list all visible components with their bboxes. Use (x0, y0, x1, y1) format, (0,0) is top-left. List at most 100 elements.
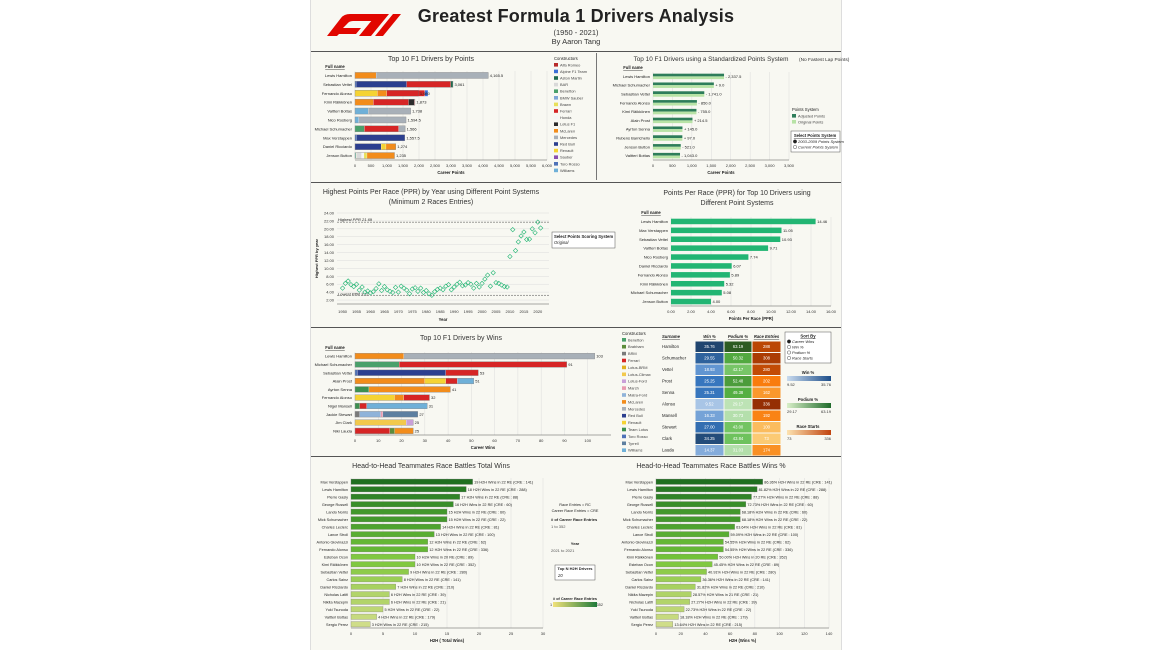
legend-label: Renault (560, 148, 574, 153)
f1-logo (327, 14, 401, 36)
bar-outline (354, 98, 416, 106)
table-cell: 9.52 (705, 402, 714, 407)
bar-segment (399, 361, 567, 368)
bar (671, 289, 722, 296)
table-cell: 16.33 (704, 413, 715, 418)
data-point (471, 285, 477, 291)
category-label: Kimi Räikkönen (324, 100, 352, 105)
category-label: George Russell (322, 503, 348, 507)
data-point (498, 282, 505, 288)
table-cell-bg (724, 410, 752, 421)
radio-button (793, 139, 797, 144)
x-tick-label: 1980 (422, 309, 432, 314)
bar (350, 606, 384, 613)
table-cell: Mansell (662, 413, 677, 418)
data-label: + 145.0 (684, 127, 698, 132)
bar-segment (382, 411, 418, 418)
table-cell: 34.25 (704, 436, 715, 441)
table-cell-bg (695, 422, 724, 433)
table-cell: 50.32 (733, 356, 744, 361)
data-point (485, 272, 491, 278)
legend-max: 352 (597, 603, 603, 607)
data-label: 1,566 (407, 126, 418, 131)
category-label: Jenson Button (624, 144, 650, 149)
table-cell-bg (752, 353, 781, 364)
bar-segment (363, 152, 368, 159)
legend-label: BRM (628, 351, 637, 356)
bar-outline (354, 411, 418, 418)
bar (653, 108, 697, 112)
bar-segment (354, 116, 359, 124)
bar (655, 516, 741, 523)
legend-label: Mercedes (628, 406, 645, 411)
sort-box (784, 331, 832, 364)
bar (653, 155, 681, 159)
separator (311, 456, 841, 457)
data-label: - 521.0 (682, 144, 695, 149)
bar-segment (354, 394, 395, 401)
x-tick-label: 1985 (436, 309, 446, 314)
data-label: 54.55% H2H Wins in 22 RE (CRE : 336) (725, 548, 793, 552)
h2h-total-chart: Head-to-Head Teammates Race Battles Tota… (317, 463, 546, 643)
data-label: 9.71 (770, 246, 779, 251)
h2h-pct-chart: Head-to-Head Teammates Race Battles Wins… (622, 463, 834, 643)
x-tick-label: 500 (368, 163, 375, 168)
data-point (373, 285, 379, 292)
data-point (376, 281, 382, 287)
data-point (440, 287, 446, 293)
legend-swatch (554, 82, 558, 87)
bar-segment (450, 81, 454, 88)
data-label: 5 H2H Wins in 22 RE (CRE : 22) (385, 608, 441, 612)
legend-label: Red Bull (560, 142, 575, 147)
bar (653, 73, 725, 77)
x-tick-label: 3,000 (765, 163, 776, 168)
x-tick-label: 3,500 (784, 163, 795, 168)
category-label: Lando Norris (326, 510, 348, 514)
data-point (387, 288, 393, 294)
chart-title: Head-to-Head Teammates Race Battles Wins… (636, 463, 785, 470)
category-label: Lewis Hamilton (623, 74, 650, 79)
ppr-top10-chart: Points Per Race (PPR) for Top 10 Drivers… (631, 190, 837, 321)
bar (350, 583, 396, 590)
legend-label: Williams (628, 448, 643, 453)
legend-label: Original Points (798, 119, 823, 124)
x-tick-label: 80 (539, 438, 544, 443)
bar-outline (354, 369, 479, 376)
legend-swatch (554, 122, 558, 126)
x-tick-label: 1995 (464, 309, 474, 314)
topn-title: Top N H2H Drivers (557, 566, 593, 571)
y-axis-title: Highest PPR by year (314, 238, 319, 278)
chart-title: Top 10 F1 Drivers by Points (388, 56, 474, 63)
x-tick-label: 8.00 (747, 309, 756, 314)
selector-box (790, 130, 841, 153)
category-label: Lewis Hamilton (325, 73, 352, 78)
table-cell-bg (695, 445, 724, 456)
legend-swatch (622, 441, 626, 446)
data-point (451, 284, 457, 290)
bar-segment (358, 116, 407, 124)
bar-segment (368, 107, 411, 115)
legend-label: Toro Rosso (628, 434, 648, 439)
legend-swatch (622, 413, 626, 418)
legend-swatch (622, 365, 626, 370)
table-cell-bg (724, 445, 752, 456)
y-tick-label: 10.00 (324, 266, 335, 271)
data-label: 77.27% H2H Wins in 22 RE (CRE : 88) (753, 495, 819, 499)
data-point (515, 239, 521, 245)
legend-label: Lotus F1 (560, 122, 575, 127)
data-point (339, 285, 346, 291)
table-header: Race Entries (754, 334, 780, 339)
x-tick-label: 0 (350, 631, 353, 636)
bar (653, 94, 705, 97)
x-tick-label: 4,000 (478, 163, 489, 168)
legend-max: 336 (824, 436, 831, 441)
legend-min: 9.52 (787, 382, 796, 387)
legend-label: March (628, 386, 639, 391)
legend-label: McLaren (628, 399, 643, 404)
table-cell: 280 (763, 367, 771, 372)
bar (671, 272, 730, 278)
bar-segment (354, 72, 377, 79)
bar-segment (356, 152, 362, 159)
table-cell: 29.17 (733, 402, 744, 407)
category-label: Michael Schumacher (315, 362, 353, 367)
